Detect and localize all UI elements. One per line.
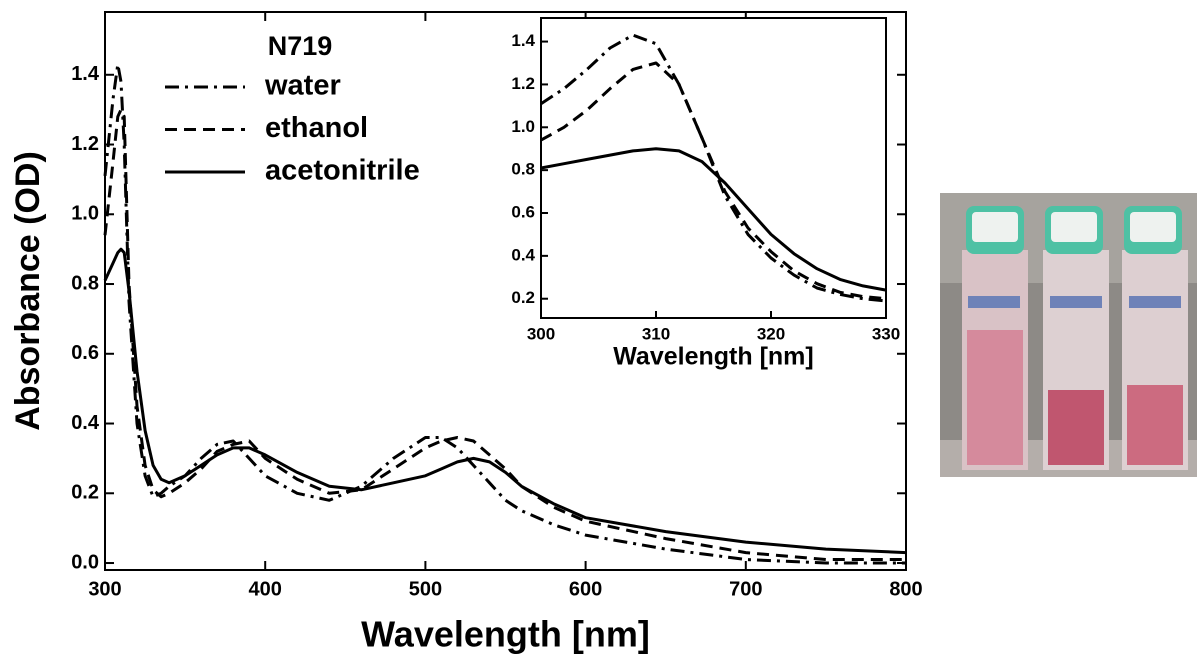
y-tick-label: 0.8	[511, 160, 535, 179]
x-axis-label: Wavelength [nm]	[361, 614, 650, 655]
cuvette	[1122, 206, 1188, 470]
y-tick-label: 0.0	[71, 551, 99, 573]
cuvette-label	[968, 296, 1020, 308]
x-tick-label: 300	[527, 324, 555, 343]
x-tick-label: 500	[409, 578, 442, 600]
cap-note	[1051, 212, 1097, 242]
cap-note	[972, 212, 1018, 242]
series-line	[540, 147, 887, 292]
y-axis-label: Absorbance (OD)	[9, 151, 47, 431]
cuvette-label	[1129, 296, 1181, 308]
cuvette-liquid	[967, 330, 1023, 465]
legend-title: N719	[268, 31, 333, 61]
y-tick-label: 1.2	[511, 74, 535, 93]
x-tick-label: 300	[88, 578, 121, 600]
legend-label: ethanol	[265, 112, 368, 144]
series-line	[103, 247, 907, 555]
x-axis-label: Wavelength [nm]	[613, 343, 813, 371]
y-tick-label: 0.6	[71, 342, 99, 364]
cuvette-label	[1050, 296, 1102, 308]
y-tick-label: 1.0	[511, 117, 535, 136]
legend-label: acetonitrile	[265, 155, 420, 187]
y-tick-label: 0.2	[511, 288, 535, 307]
y-tick-label: 0.4	[71, 412, 100, 434]
y-tick-label: 1.2	[71, 133, 99, 155]
y-tick-label: 1.4	[511, 31, 535, 50]
y-tick-label: 0.2	[71, 482, 99, 504]
plot-area	[540, 17, 887, 319]
cap-note	[1130, 212, 1176, 242]
x-tick-label: 400	[249, 578, 282, 600]
x-tick-label: 330	[872, 324, 900, 343]
photo	[940, 193, 1197, 477]
cuvette-liquid	[1048, 390, 1104, 465]
cuvette	[962, 206, 1028, 470]
y-tick-label: 1.0	[71, 203, 99, 225]
y-tick-label: 0.4	[511, 245, 535, 264]
y-tick-label: 0.8	[71, 272, 99, 294]
y-tick-label: 0.6	[511, 202, 535, 221]
x-tick-label: 310	[642, 324, 670, 343]
legend-label: water	[264, 70, 341, 102]
y-tick-label: 1.4	[71, 63, 100, 85]
x-tick-label: 600	[569, 578, 602, 600]
cuvette	[1043, 206, 1109, 470]
x-tick-label: 700	[729, 578, 762, 600]
cuvette-liquid	[1127, 385, 1183, 465]
x-tick-label: 800	[889, 578, 922, 600]
x-tick-label: 320	[757, 324, 785, 343]
